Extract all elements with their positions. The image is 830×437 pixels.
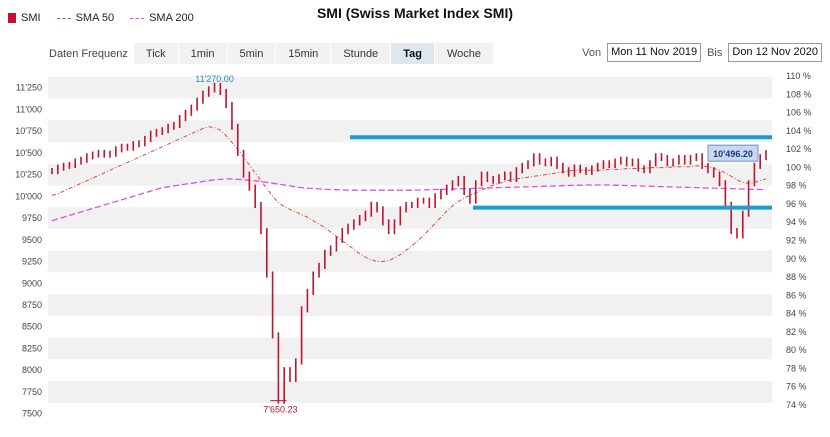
legend-label-smi: SMI	[21, 12, 41, 24]
legend-item-smi[interactable]: SMI	[8, 12, 41, 24]
y-tick-label-left: 10'750	[15, 126, 42, 136]
freq-button-15min[interactable]: 15min	[276, 43, 332, 64]
frequency-label: Daten Frequenz	[49, 47, 128, 60]
y-tick-label-right: 96 %	[786, 199, 807, 209]
frequency-toolbar: Daten Frequenz Tick 1min 5min 15min Stun…	[45, 43, 494, 64]
grid-band	[48, 294, 772, 316]
grid-band	[48, 250, 772, 273]
low-annotation: 7'650.23	[263, 405, 297, 415]
y-tick-label-right: 98 %	[786, 181, 807, 191]
y-tick-label-right: 76 %	[786, 382, 807, 392]
legend-label-sma200: SMA 200	[149, 12, 194, 24]
y-tick-label-right: 78 %	[786, 363, 807, 373]
y-tick-label-left: 9500	[22, 235, 42, 245]
y-tick-label-right: 88 %	[786, 272, 807, 282]
to-label: Bis	[707, 46, 723, 59]
y-tick-label-right: 108 %	[786, 89, 812, 99]
y-tick-label-left: 9750	[22, 213, 42, 223]
y-tick-label-left: 10'000	[15, 191, 42, 201]
last-value-badge	[707, 144, 759, 162]
chart-legend: SMI SMA 50 SMA 200	[8, 12, 194, 24]
chart-title: SMI (Swiss Market Index SMI)	[316, 5, 514, 21]
y-tick-label-left: 8250	[22, 343, 42, 353]
y-tick-label-left: 9000	[22, 278, 42, 288]
to-date-input[interactable]: Don 12 Nov 2020	[728, 43, 822, 62]
legend-swatch-sma200	[130, 17, 145, 19]
legend-swatch-sma50	[56, 17, 71, 19]
y-tick-label-right: 110 %	[786, 71, 811, 81]
price-chart[interactable]: 11'250 11'000 10'750 10'500 10'250 10'000 9750…	[0, 70, 830, 430]
from-label: Von	[582, 46, 602, 59]
y-tick-label-left: 8500	[22, 322, 42, 332]
y-tick-label-left: 11'250	[16, 83, 42, 93]
y-tick-label-right: 106 %	[786, 108, 812, 118]
legend-item-sma50[interactable]: SMA 50	[56, 12, 115, 24]
grid-band	[48, 381, 772, 403]
date-range: Von Mon 11 Nov 2019 Bis Don 12 Nov 2020	[582, 43, 822, 62]
y-tick-label-left: 10'500	[15, 148, 42, 158]
freq-button-5min[interactable]: 5min	[227, 43, 277, 64]
y-tick-label-right: 82 %	[786, 327, 807, 337]
y-tick-label-left: 8000	[22, 365, 42, 375]
from-date-input[interactable]: Mon 11 Nov 2019	[607, 43, 702, 62]
y-tick-label-right: 86 %	[786, 290, 807, 300]
y-tick-label-left: 9250	[22, 257, 42, 267]
y-tick-label-left: 7750	[22, 387, 42, 397]
freq-button-1min[interactable]: 1min	[178, 43, 228, 64]
freq-button-woche[interactable]: Woche	[434, 43, 494, 64]
high-annotation: 11'270.00	[195, 74, 234, 84]
y-tick-label-left: 10'250	[15, 170, 42, 180]
y-tick-label-right: 80 %	[786, 345, 807, 355]
legend-item-sma200[interactable]: SMA 200	[130, 12, 194, 24]
sma50-line	[51, 126, 767, 262]
last-value-label: 10'496.20	[713, 149, 753, 159]
grid-band	[48, 76, 772, 99]
y-tick-label-right: 102 %	[786, 144, 812, 154]
y-tick-label-left: 11'000	[16, 104, 42, 114]
grid-band	[48, 337, 772, 360]
sma200-line	[51, 178, 767, 222]
freq-button-tag[interactable]: Tag	[391, 43, 435, 64]
freq-button-stunde[interactable]: Stunde	[331, 43, 392, 64]
y-tick-label-right: 74 %	[786, 400, 807, 410]
grid-band	[48, 163, 772, 186]
freq-button-tick[interactable]: Tick	[133, 43, 179, 64]
y-tick-label-right: 84 %	[786, 309, 807, 319]
grid-band	[48, 207, 772, 229]
y-tick-label-right: 100 %	[786, 162, 812, 172]
legend-label-sma50: SMA 50	[75, 12, 115, 24]
y-tick-label-right: 92 %	[786, 236, 807, 246]
y-tick-label-right: 90 %	[786, 254, 807, 264]
y-tick-label-left: 7500	[22, 409, 42, 419]
legend-swatch-smi	[8, 13, 16, 23]
y-tick-label-right: 104 %	[786, 126, 812, 136]
y-tick-label-right: 94 %	[786, 217, 807, 227]
y-tick-label-left: 8750	[22, 300, 42, 310]
